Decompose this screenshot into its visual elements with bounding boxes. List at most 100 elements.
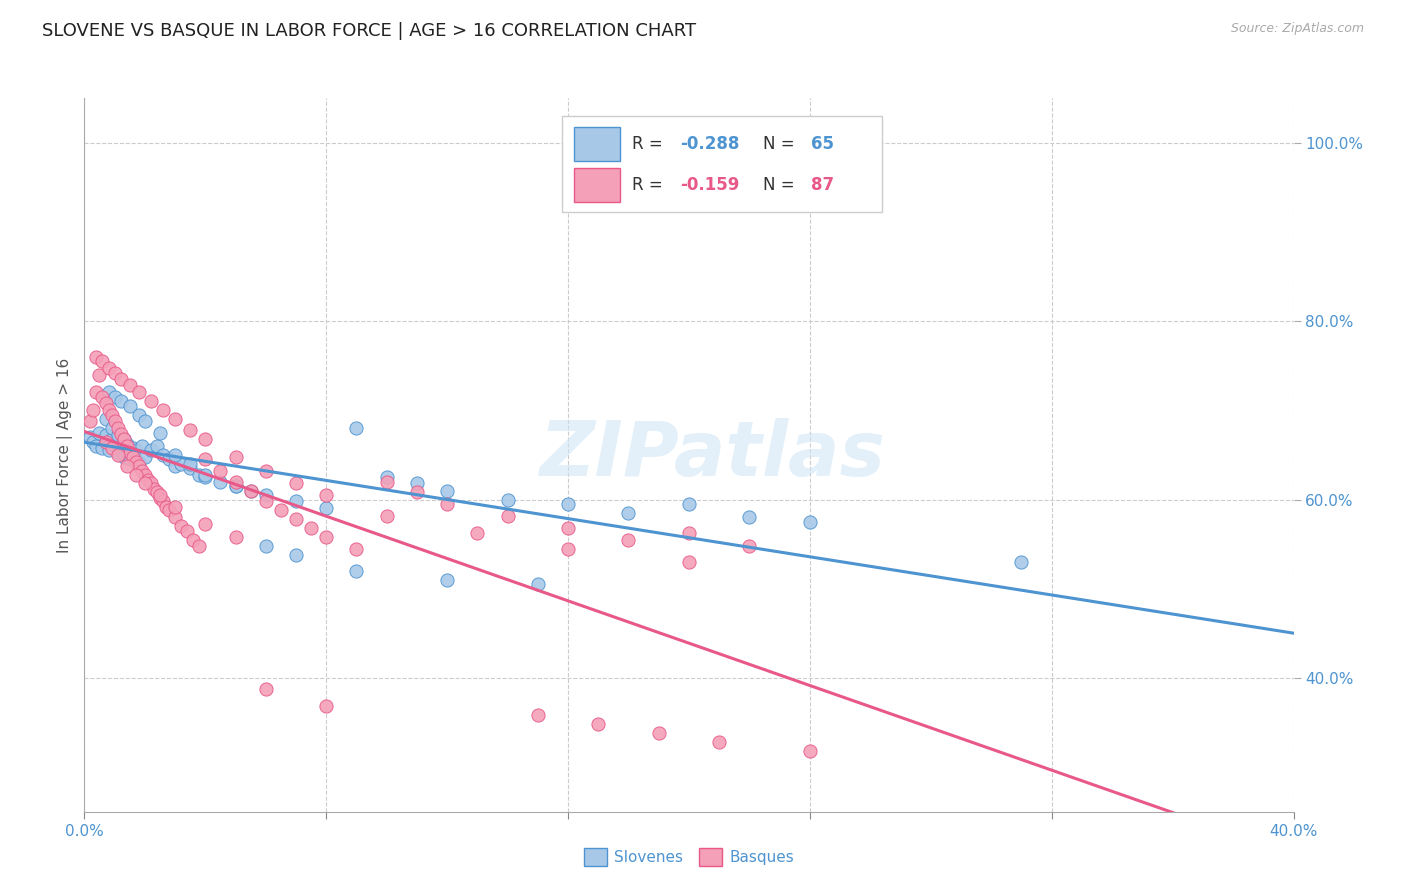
Point	[134, 450, 156, 464]
Point	[270, 503, 292, 517]
Point	[157, 452, 180, 467]
Text: 87: 87	[811, 177, 834, 194]
Point	[375, 475, 398, 489]
Point	[527, 708, 550, 723]
Point	[181, 533, 204, 547]
Point	[107, 421, 129, 435]
Point	[285, 512, 308, 526]
Point	[194, 467, 217, 482]
Point	[155, 500, 177, 514]
Point	[91, 354, 114, 368]
Point	[165, 510, 187, 524]
Point	[194, 452, 217, 467]
Point	[170, 457, 193, 471]
Point	[436, 497, 458, 511]
Point	[97, 443, 120, 458]
Point	[112, 432, 135, 446]
Point	[86, 385, 108, 400]
Point	[315, 501, 337, 516]
Point	[112, 432, 135, 446]
Point	[121, 441, 143, 455]
Point	[170, 519, 193, 533]
Point	[436, 573, 458, 587]
Point	[254, 464, 277, 478]
Point	[254, 488, 277, 502]
Point	[617, 533, 640, 547]
Point	[285, 548, 308, 562]
Point	[254, 539, 277, 553]
Point	[165, 412, 187, 426]
Point	[406, 485, 429, 500]
Point	[128, 458, 150, 473]
Point	[157, 503, 180, 517]
Point	[527, 577, 550, 591]
Point	[678, 555, 700, 569]
Point	[1011, 555, 1033, 569]
Point	[86, 439, 108, 453]
Point	[125, 443, 148, 458]
Point	[194, 517, 217, 532]
Point	[496, 508, 519, 523]
Point	[346, 564, 368, 578]
Text: N =: N =	[762, 177, 800, 194]
Point	[149, 488, 172, 502]
Point	[104, 439, 127, 453]
Point	[100, 408, 122, 422]
Point	[315, 699, 337, 714]
Point	[152, 494, 174, 508]
Point	[97, 360, 120, 375]
Point	[738, 510, 761, 524]
Point	[149, 425, 172, 440]
Point	[134, 414, 156, 428]
Point	[110, 394, 132, 409]
Point	[209, 464, 232, 478]
Point	[738, 539, 761, 553]
FancyBboxPatch shape	[574, 168, 620, 202]
Point	[94, 434, 117, 449]
Point	[179, 423, 201, 437]
Point	[194, 470, 217, 484]
Point	[125, 455, 148, 469]
Text: 65: 65	[811, 135, 834, 153]
Point	[557, 541, 579, 556]
Point	[467, 526, 489, 541]
Point	[406, 476, 429, 491]
Point	[125, 467, 148, 482]
Point	[115, 437, 138, 451]
Point	[315, 488, 337, 502]
FancyBboxPatch shape	[562, 116, 883, 212]
Text: -0.159: -0.159	[681, 177, 740, 194]
Point	[176, 524, 198, 538]
Point	[118, 399, 141, 413]
Point	[118, 446, 141, 460]
Legend: Slovenes, Basques: Slovenes, Basques	[578, 842, 800, 871]
Point	[97, 403, 120, 417]
FancyBboxPatch shape	[574, 127, 620, 161]
Point	[188, 539, 211, 553]
Point	[139, 476, 162, 491]
Point	[648, 726, 671, 740]
Point	[346, 421, 368, 435]
Point	[146, 485, 169, 500]
Point	[165, 448, 187, 462]
Point	[94, 428, 117, 442]
Point	[139, 443, 162, 458]
Point	[97, 385, 120, 400]
Text: N =: N =	[762, 135, 800, 153]
Point	[100, 432, 122, 446]
Text: R =: R =	[633, 135, 668, 153]
Point	[588, 717, 610, 731]
Point	[254, 681, 277, 696]
Point	[115, 439, 138, 453]
Point	[225, 479, 247, 493]
Point	[225, 450, 247, 464]
Point	[118, 452, 141, 467]
Point	[799, 515, 821, 529]
Point	[239, 483, 262, 498]
Point	[110, 427, 132, 442]
Point	[134, 476, 156, 491]
Point	[104, 390, 127, 404]
Point	[149, 491, 172, 505]
Point	[225, 475, 247, 489]
Point	[239, 483, 262, 498]
